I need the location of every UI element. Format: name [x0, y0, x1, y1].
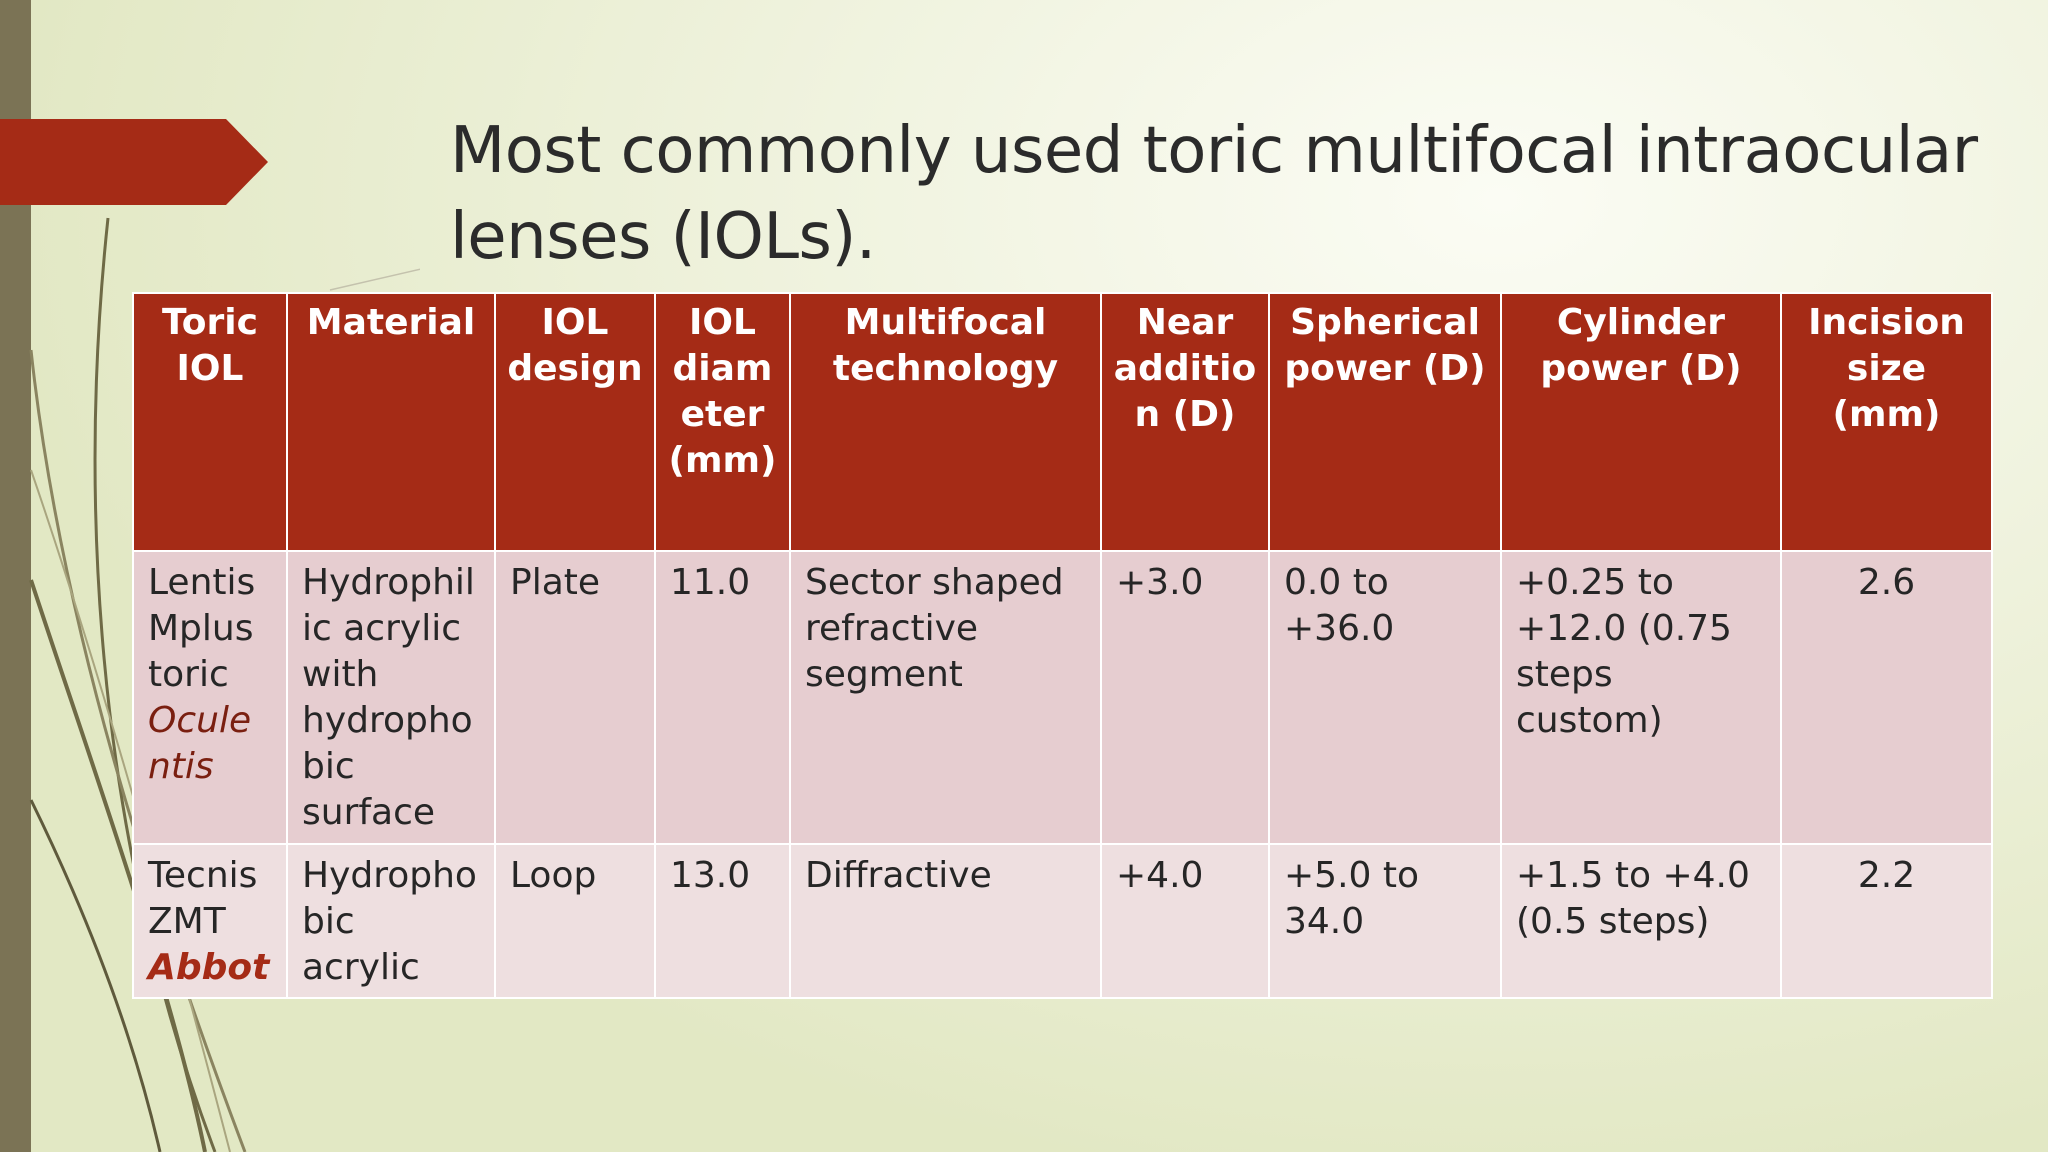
- cell-spherical-power: +5.0 to 34.0: [1268, 843, 1502, 999]
- iol-name: Tecnis ZMT: [148, 855, 258, 942]
- cell-material: Hydrophobic acrylic: [286, 843, 496, 999]
- header-near-addition: Near addition (D): [1100, 292, 1270, 552]
- slide-title-line-1: Most commonly used toric multifocal intr…: [450, 114, 1978, 188]
- cell-spherical-power: 0.0 to +36.0: [1268, 550, 1502, 845]
- cell-multifocal-technology: Diffractive: [789, 843, 1102, 999]
- cell-incision-size: 2.2: [1780, 843, 1993, 999]
- cell-iol-design: Plate: [494, 550, 656, 845]
- cell-near-addition: +4.0: [1100, 843, 1270, 999]
- iol-comparison-table: Toric IOL Material IOL design IOL diamet…: [132, 292, 1993, 999]
- cell-incision-size: 2.6: [1780, 550, 1993, 845]
- header-toric-iol: Toric IOL: [132, 292, 288, 552]
- table-row: Lentis Mplus toric Oculentis Hydrophilic…: [132, 550, 1993, 845]
- cell-multifocal-technology: Sector shaped refractive segment: [789, 550, 1102, 845]
- cell-cylinder-power: +0.25 to +12.0 (0.75 steps custom): [1500, 550, 1782, 845]
- header-iol-diameter: IOL diameter (mm): [654, 292, 791, 552]
- header-incision-size: Incision size (mm): [1780, 292, 1993, 552]
- header-multifocal-technology: Multifocal technology: [789, 292, 1102, 552]
- iol-manufacturer: Abbot: [148, 947, 270, 988]
- title-arrow-banner: [0, 119, 268, 205]
- header-cylinder-power: Cylinder power (D): [1500, 292, 1782, 552]
- cell-toric-iol: Lentis Mplus toric Oculentis: [132, 550, 288, 845]
- header-material: Material: [286, 292, 496, 552]
- cell-toric-iol: Tecnis ZMT Abbot: [132, 843, 288, 999]
- cell-iol-diameter: 11.0: [654, 550, 791, 845]
- slide-title-line-2: lenses (IOLs).: [450, 200, 876, 274]
- table-row: Tecnis ZMT Abbot Hydrophobic acrylic Loo…: [132, 843, 1993, 999]
- cell-material: Hydrophilic acrylic with hydrophobic sur…: [286, 550, 496, 845]
- header-iol-design: IOL design: [494, 292, 656, 552]
- iol-manufacturer: Oculentis: [148, 700, 252, 787]
- slide-title: Most commonly used toric multifocal intr…: [450, 108, 1990, 280]
- iol-name: Lentis Mplus toric: [148, 562, 256, 695]
- header-spherical-power: Spherical power (D): [1268, 292, 1502, 552]
- cell-iol-design: Loop: [494, 843, 656, 999]
- cell-iol-diameter: 13.0: [654, 843, 791, 999]
- cell-near-addition: +3.0: [1100, 550, 1270, 845]
- cell-cylinder-power: +1.5 to +4.0 (0.5 steps): [1500, 843, 1782, 999]
- table-header-row: Toric IOL Material IOL design IOL diamet…: [132, 292, 1993, 552]
